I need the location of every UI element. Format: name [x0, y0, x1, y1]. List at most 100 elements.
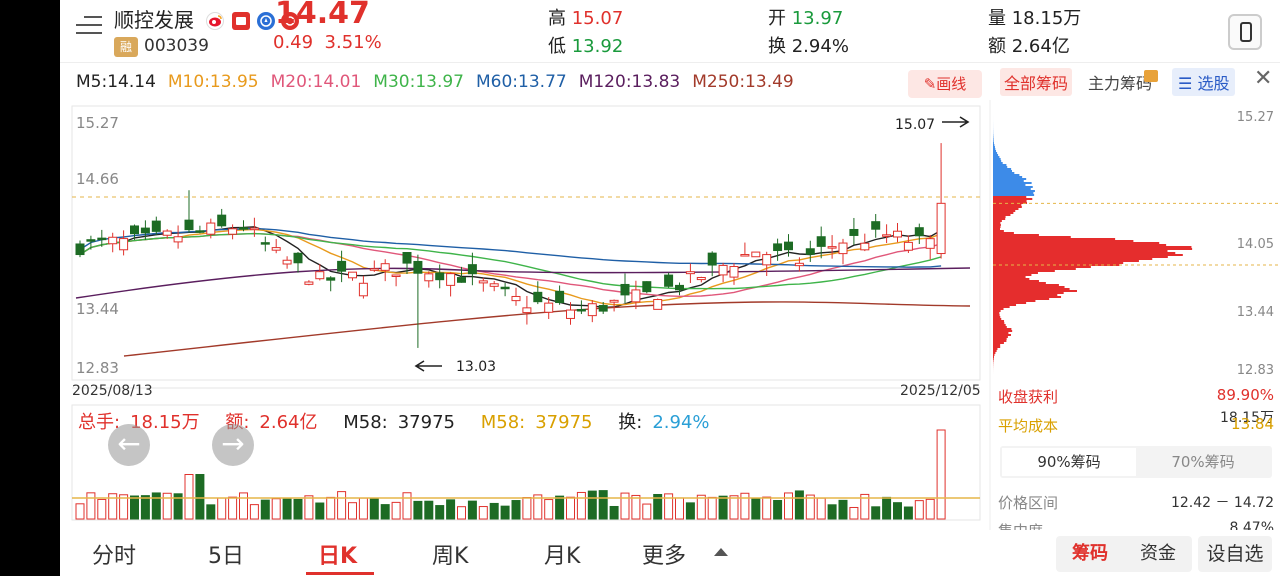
chip-bar [993, 166, 1008, 168]
volume-bar [249, 504, 259, 520]
volume-bar [326, 496, 336, 520]
volume-bar [446, 499, 456, 520]
volume-bar [729, 495, 739, 520]
chip-bar [993, 162, 1003, 164]
candle-body [751, 251, 761, 258]
lock-icon [1144, 70, 1159, 82]
volume-bar [293, 498, 303, 520]
chip-bar [993, 268, 1076, 270]
chip-bar [993, 152, 998, 154]
chip-bar [993, 328, 1012, 330]
avg-cost-value: 13.84 [1231, 415, 1274, 433]
candle-body [664, 274, 674, 287]
chip-bar [993, 320, 1005, 322]
chip-bar [993, 286, 1065, 288]
chip-bar [993, 316, 1001, 318]
tab-weekly-k[interactable]: 周K [432, 544, 469, 569]
option-90-chips[interactable]: 90%筹码 [1002, 448, 1136, 476]
chip-bar [993, 256, 1168, 258]
volume-bar [86, 492, 96, 520]
candle-body [696, 276, 706, 281]
record-icon[interactable] [281, 12, 299, 30]
chip-bar [993, 344, 1001, 346]
candle-body [500, 286, 510, 290]
volume-bar [936, 429, 946, 520]
video-icon[interactable] [232, 12, 250, 30]
tab-daily-k[interactable]: 日K [318, 544, 358, 569]
draw-line-button[interactable]: ✎画线 [908, 70, 982, 98]
volume-bar [348, 502, 357, 520]
chip-distribution [993, 114, 1280, 374]
select-stock-label: 选股 [1197, 74, 1230, 93]
prev-arrow-icon[interactable]: ← [108, 424, 150, 466]
kline-chart[interactable]: 15.27 14.66 13.44 12.83 2025/08/13 2025/… [60, 100, 1280, 530]
chip-bar [993, 338, 1007, 340]
chip-bar [993, 188, 1031, 190]
ma250-line [123, 301, 971, 357]
chip-bar [993, 202, 1027, 204]
open-value: 13.97 [791, 8, 844, 29]
tab-monthly-k[interactable]: 月K [544, 544, 581, 569]
tab-all-chips[interactable]: 全部筹码 [1000, 68, 1073, 96]
chip-bar [993, 284, 1059, 286]
volume-bar [511, 500, 521, 520]
tab-intraday[interactable]: 分时 [92, 544, 137, 569]
next-arrow-icon[interactable]: → [212, 424, 254, 466]
stock-header: 顺控发展 融 003039 14.47 0.49 3.51% 高 15.07 低… [60, 0, 1280, 62]
chip-bar [993, 154, 999, 156]
compass-icon[interactable] [257, 12, 275, 30]
y-label-top: 15.27 [76, 114, 119, 132]
amount-label: 额 [988, 36, 1006, 57]
volume-bar [424, 500, 434, 520]
total-volume-value: 18.15万 [130, 412, 200, 433]
option-70-chips[interactable]: 70%筹码 [1171, 453, 1235, 471]
y-label-bottom: 12.83 [76, 359, 119, 377]
volume-bar [685, 502, 695, 520]
tab-main-chips[interactable]: 主力筹码 [1088, 70, 1159, 94]
volume-bar [816, 497, 826, 520]
chip-bar [993, 352, 996, 354]
ma-legend-item: M250:13.49 [692, 72, 794, 92]
candle-body [718, 264, 728, 276]
tab-more[interactable]: 更多 [642, 544, 687, 569]
candle-body [293, 252, 303, 264]
header-divider [60, 62, 1280, 63]
ma-legend-item: M20:14.01 [270, 72, 362, 92]
tab-chips[interactable]: 筹码 [1072, 543, 1108, 564]
weibo-icon[interactable] [206, 12, 224, 30]
chip-bar [993, 176, 1023, 178]
add-watchlist-button[interactable]: 设自选 [1198, 536, 1272, 572]
menu-icon[interactable] [76, 16, 102, 42]
select-stock-button[interactable]: ☰ 选股 [1172, 68, 1236, 96]
tab-funds[interactable]: 资金 [1140, 543, 1176, 564]
volume-label: 量 [988, 8, 1006, 29]
chip-bar [993, 184, 1026, 186]
close-icon[interactable]: ✕ [1254, 66, 1273, 91]
chip-bar [993, 182, 1032, 184]
volume-bar [576, 491, 586, 520]
m58-secondary: M58: 37975 [481, 412, 603, 433]
candle-body [860, 242, 870, 251]
candle-body [75, 243, 85, 256]
chip-bar [993, 292, 1064, 294]
candle-body [838, 242, 848, 255]
volume-bar [75, 503, 85, 520]
y-label-3: 13.44 [76, 300, 119, 318]
candle-body [740, 254, 750, 257]
open-label: 开 [768, 8, 786, 29]
volume-bar [653, 493, 663, 520]
phone-device-icon[interactable] [1228, 14, 1262, 50]
chip-bar [993, 348, 998, 350]
volume-bar [413, 500, 423, 520]
volume-bar [217, 497, 227, 520]
volume-bar [315, 502, 325, 520]
chip-bar [993, 144, 995, 146]
caret-up-icon[interactable] [714, 548, 728, 556]
chip-bar [993, 260, 1139, 262]
candle-body [195, 230, 205, 233]
volume-legend: 总手: 18.15万 额: 2.64亿 M58: 37975 M58: 37975 换:… [78, 408, 730, 434]
volume-bar [555, 495, 565, 520]
change-abs: 0.49 [273, 32, 314, 53]
tab-5day[interactable]: 5日 [208, 544, 244, 569]
candle-body [816, 236, 826, 247]
